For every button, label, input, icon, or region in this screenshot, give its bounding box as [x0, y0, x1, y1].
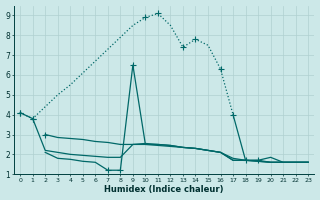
- X-axis label: Humidex (Indice chaleur): Humidex (Indice chaleur): [104, 185, 224, 194]
